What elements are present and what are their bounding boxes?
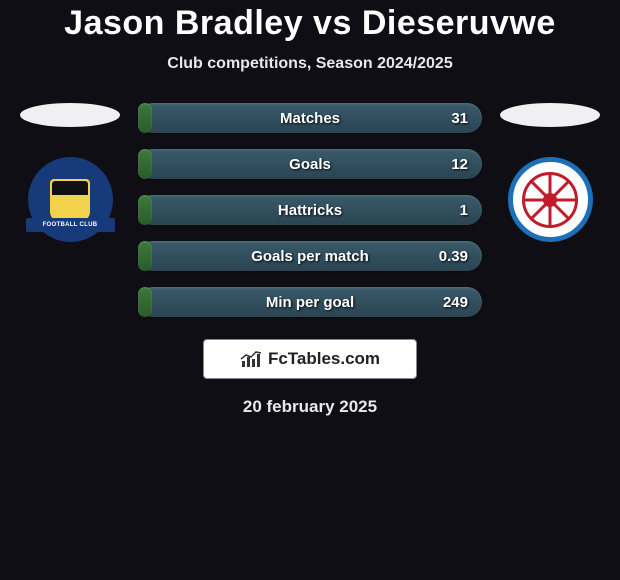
stat-label: Matches	[138, 110, 482, 127]
stat-right-value: 0.39	[439, 248, 468, 265]
stat-row: Matches31	[138, 103, 482, 133]
stat-label: Hattricks	[138, 202, 482, 219]
stat-right-value: 1	[460, 202, 468, 219]
page-subtitle: Club competitions, Season 2024/2025	[0, 55, 620, 73]
stat-label: Goals	[138, 156, 482, 173]
source-logo-text: FcTables.com	[268, 349, 380, 369]
chart-icon	[240, 350, 262, 368]
stat-row: Min per goal249	[138, 287, 482, 317]
comparison-card: Jason Bradley vs Dieseruvwe Club competi…	[0, 0, 620, 417]
stats-bars: Matches31 Goals12 Hattricks1 Goals per matc…	[138, 103, 482, 317]
left-player-column: FOOTBALL CLUB	[20, 103, 120, 242]
stat-right-value: 31	[451, 110, 468, 127]
right-player-ellipse	[500, 103, 600, 127]
crest-banner: FOOTBALL CLUB	[26, 218, 115, 232]
left-player-ellipse	[20, 103, 120, 127]
main-row: FOOTBALL CLUB Matches31Goals12Hattricks1…	[0, 103, 620, 317]
source-logo[interactable]: FcTables.com	[203, 339, 417, 379]
wheel-icon	[522, 172, 578, 228]
comparison-date: 20 february 2025	[0, 397, 620, 417]
page-title: Jason Bradley vs Dieseruvwe	[0, 4, 620, 43]
left-club-crest: FOOTBALL CLUB	[28, 157, 113, 242]
stat-label: Goals per match	[138, 248, 482, 265]
stat-row: Hattricks1	[138, 195, 482, 225]
stat-right-value: 12	[451, 156, 468, 173]
right-player-column	[500, 103, 600, 242]
stat-right-value: 249	[443, 294, 468, 311]
stat-row: Goals12	[138, 149, 482, 179]
right-club-crest	[508, 157, 593, 242]
stat-row: Goals per match0.39	[138, 241, 482, 271]
stat-label: Min per goal	[138, 294, 482, 311]
